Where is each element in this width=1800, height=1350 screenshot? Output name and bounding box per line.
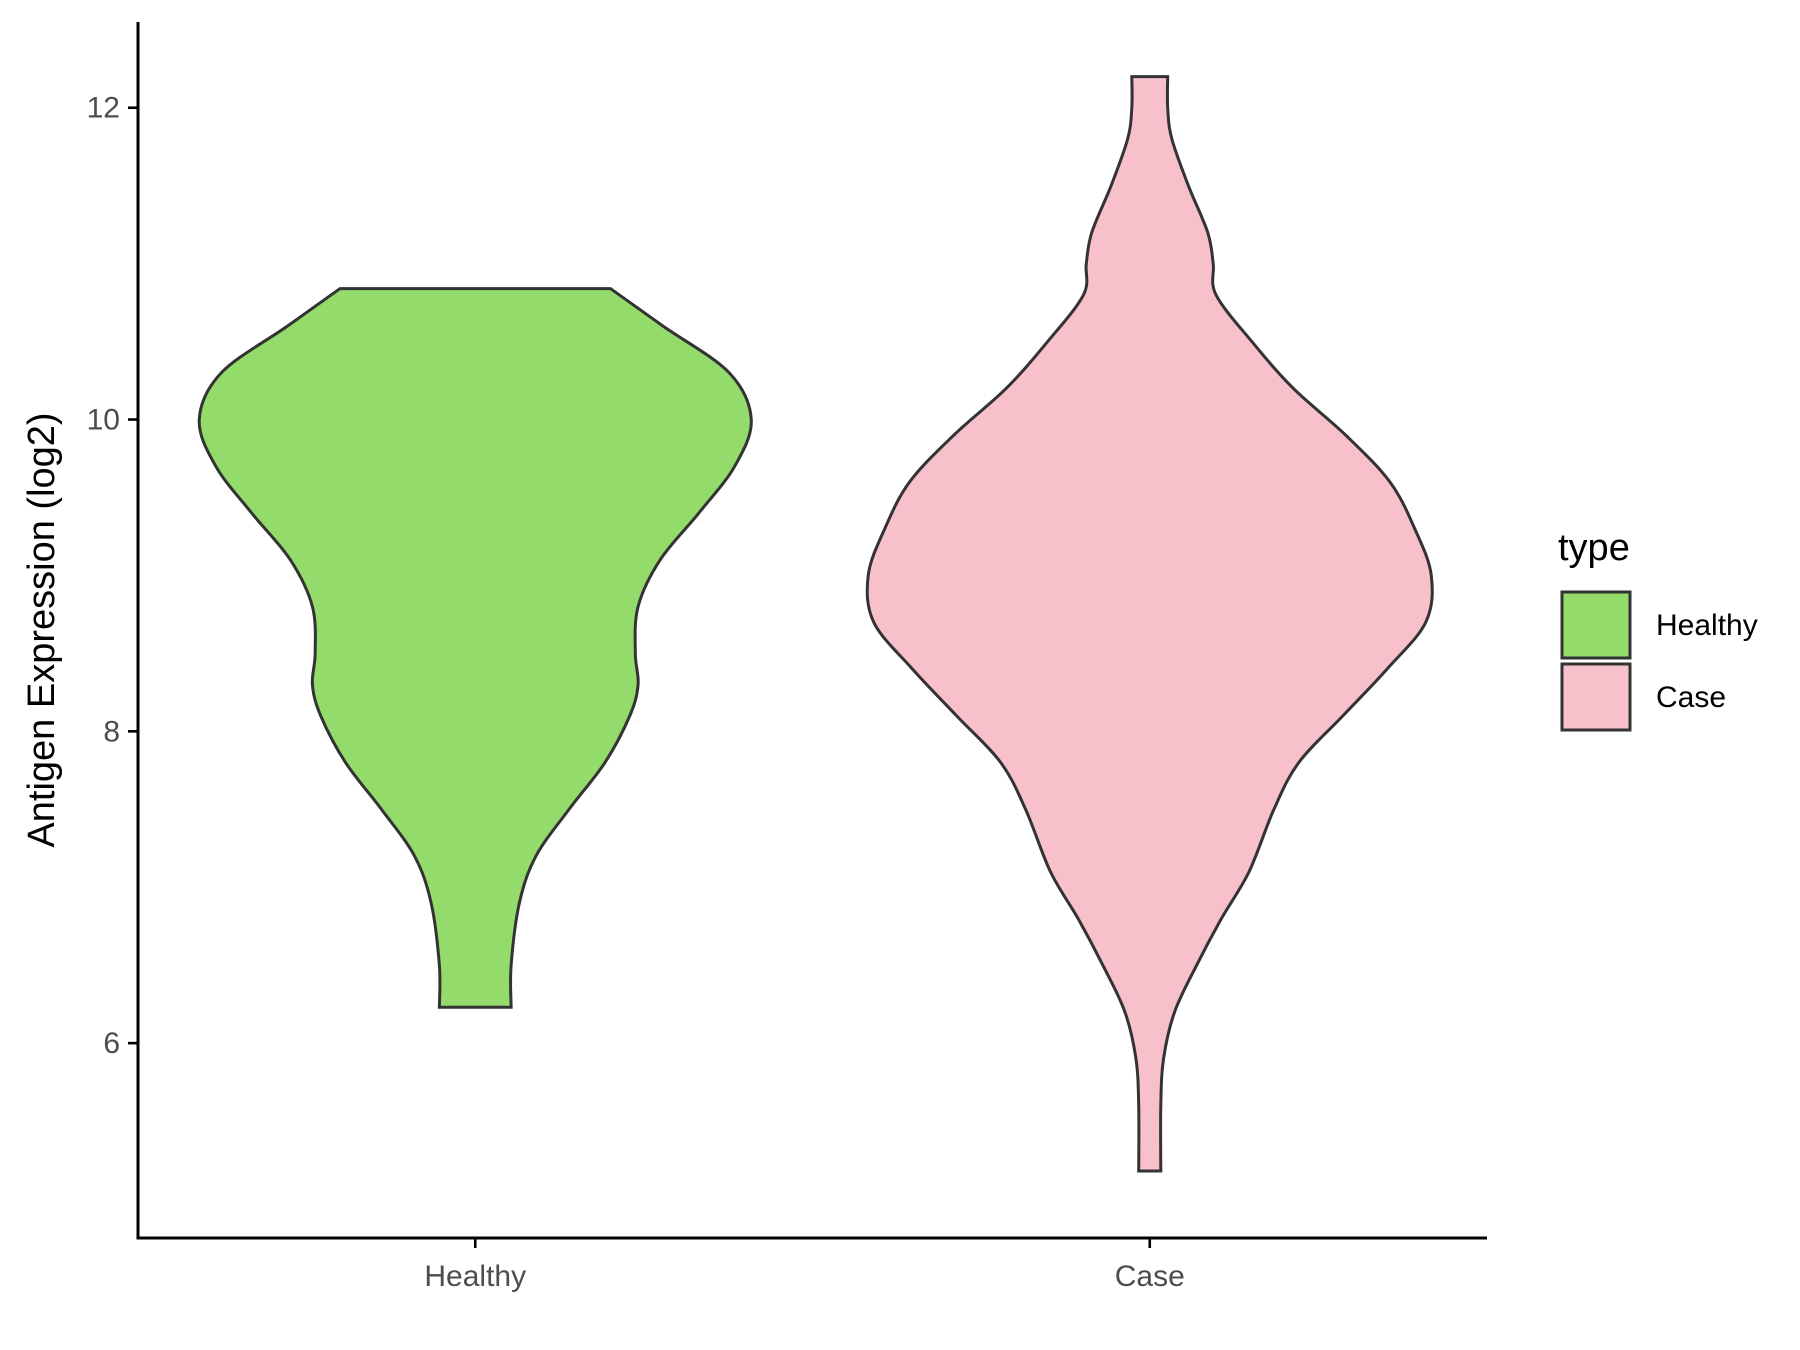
y-tick-label-10: 10: [87, 404, 120, 437]
legend: type Healthy Case: [1558, 527, 1758, 732]
legend-label-case: Case: [1656, 681, 1726, 714]
legend-key-case: [1560, 662, 1632, 732]
y-axis-title: Antigen Expression (log2): [21, 412, 63, 847]
y-tick-label-8: 8: [103, 715, 120, 748]
y-tick-label-6: 6: [103, 1027, 120, 1060]
legend-title: type: [1558, 527, 1630, 569]
x-tick-label-healthy: Healthy: [424, 1260, 526, 1293]
y-tick-label-12: 12: [87, 92, 120, 125]
x-tick-label-case: Case: [1115, 1260, 1185, 1293]
y-axis-ticks: 6 8 10 12: [87, 92, 138, 1060]
violin-case: [865, 75, 1434, 1173]
x-axis-ticks: Healthy Case: [424, 1238, 1185, 1293]
legend-key-healthy: [1560, 590, 1632, 660]
violins-layer: [197, 75, 1434, 1173]
legend-label-healthy: Healthy: [1656, 609, 1758, 642]
violin-healthy: [197, 287, 753, 1009]
